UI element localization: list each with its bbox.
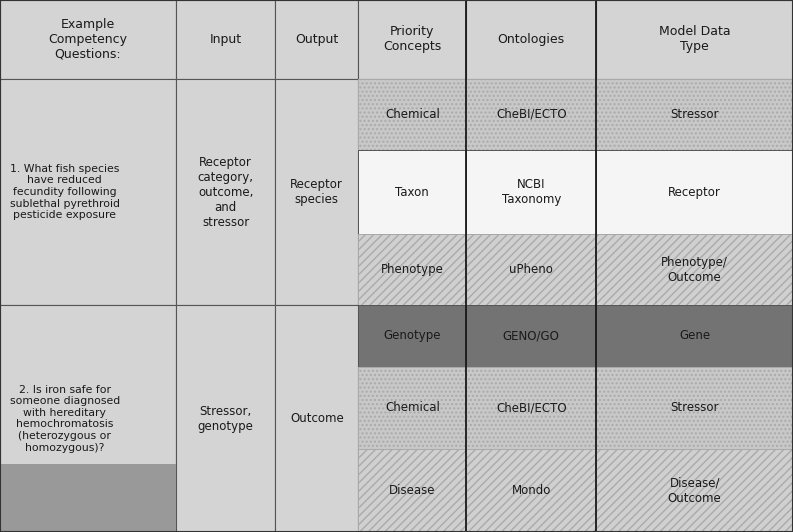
Text: 2. Is iron safe for
someone diagnosed
with hereditary
hemochromatosis
(heterozyg: 2. Is iron safe for someone diagnosed wi… xyxy=(10,385,120,453)
Bar xyxy=(275,79,358,305)
Text: Receptor
category,
outcome,
and
stressor: Receptor category, outcome, and stressor xyxy=(197,155,254,229)
Text: Input: Input xyxy=(209,33,242,46)
Text: Chemical: Chemical xyxy=(385,402,440,414)
Bar xyxy=(466,234,596,305)
Text: uPheno: uPheno xyxy=(509,263,554,276)
Bar xyxy=(596,367,793,450)
Bar xyxy=(466,0,596,79)
Bar xyxy=(358,0,466,79)
Text: 1. What fish species
have reduced
fecundity following
sublethal pyrethroid
pesti: 1. What fish species have reduced fecund… xyxy=(10,164,120,220)
Bar xyxy=(596,150,793,234)
Text: CheBI/ECTO: CheBI/ECTO xyxy=(496,402,567,414)
Bar xyxy=(596,79,793,150)
Text: GENO/GO: GENO/GO xyxy=(503,329,560,343)
Bar xyxy=(0,0,176,79)
Text: Stressor: Stressor xyxy=(670,108,719,121)
Bar xyxy=(275,305,358,532)
Bar xyxy=(466,150,596,234)
Text: Priority
Concepts: Priority Concepts xyxy=(383,26,442,53)
Text: Genotype: Genotype xyxy=(384,329,441,343)
Bar xyxy=(358,79,466,150)
Text: Model Data
Type: Model Data Type xyxy=(659,26,730,53)
Bar xyxy=(596,0,793,79)
Bar xyxy=(466,305,596,367)
Text: Receptor
species: Receptor species xyxy=(290,178,343,206)
Text: Gene: Gene xyxy=(679,329,711,343)
Text: Disease/
Outcome: Disease/ Outcome xyxy=(668,477,722,505)
Text: CheBI/ECTO: CheBI/ECTO xyxy=(496,108,567,121)
Bar xyxy=(358,367,466,450)
Text: Ontologies: Ontologies xyxy=(498,33,565,46)
Text: Stressor: Stressor xyxy=(670,402,719,414)
Text: Phenotype/
Outcome: Phenotype/ Outcome xyxy=(661,256,728,284)
Bar xyxy=(466,79,596,150)
Text: Taxon: Taxon xyxy=(396,186,429,198)
Text: Output: Output xyxy=(295,33,339,46)
Bar xyxy=(176,0,275,79)
Text: Example
Competency
Questions:: Example Competency Questions: xyxy=(48,18,128,61)
Bar xyxy=(596,234,793,305)
Bar xyxy=(176,79,275,305)
Bar xyxy=(0,464,176,532)
Bar xyxy=(596,305,793,367)
Bar xyxy=(0,305,176,532)
Text: Stressor,
genotype: Stressor, genotype xyxy=(197,405,254,433)
Bar xyxy=(358,234,466,305)
Bar xyxy=(358,450,466,532)
Bar xyxy=(176,305,275,532)
Bar xyxy=(0,79,176,305)
Text: Mondo: Mondo xyxy=(511,484,551,497)
Text: Outcome: Outcome xyxy=(290,412,343,425)
Text: Receptor: Receptor xyxy=(668,186,721,198)
Bar xyxy=(358,150,466,234)
Bar xyxy=(358,305,466,367)
Text: NCBI
Taxonomy: NCBI Taxonomy xyxy=(502,178,561,206)
Text: Disease: Disease xyxy=(389,484,435,497)
Text: Phenotype: Phenotype xyxy=(381,263,444,276)
Text: Chemical: Chemical xyxy=(385,108,440,121)
Bar xyxy=(596,450,793,532)
Bar xyxy=(466,450,596,532)
Bar xyxy=(466,367,596,450)
Bar xyxy=(275,0,358,79)
